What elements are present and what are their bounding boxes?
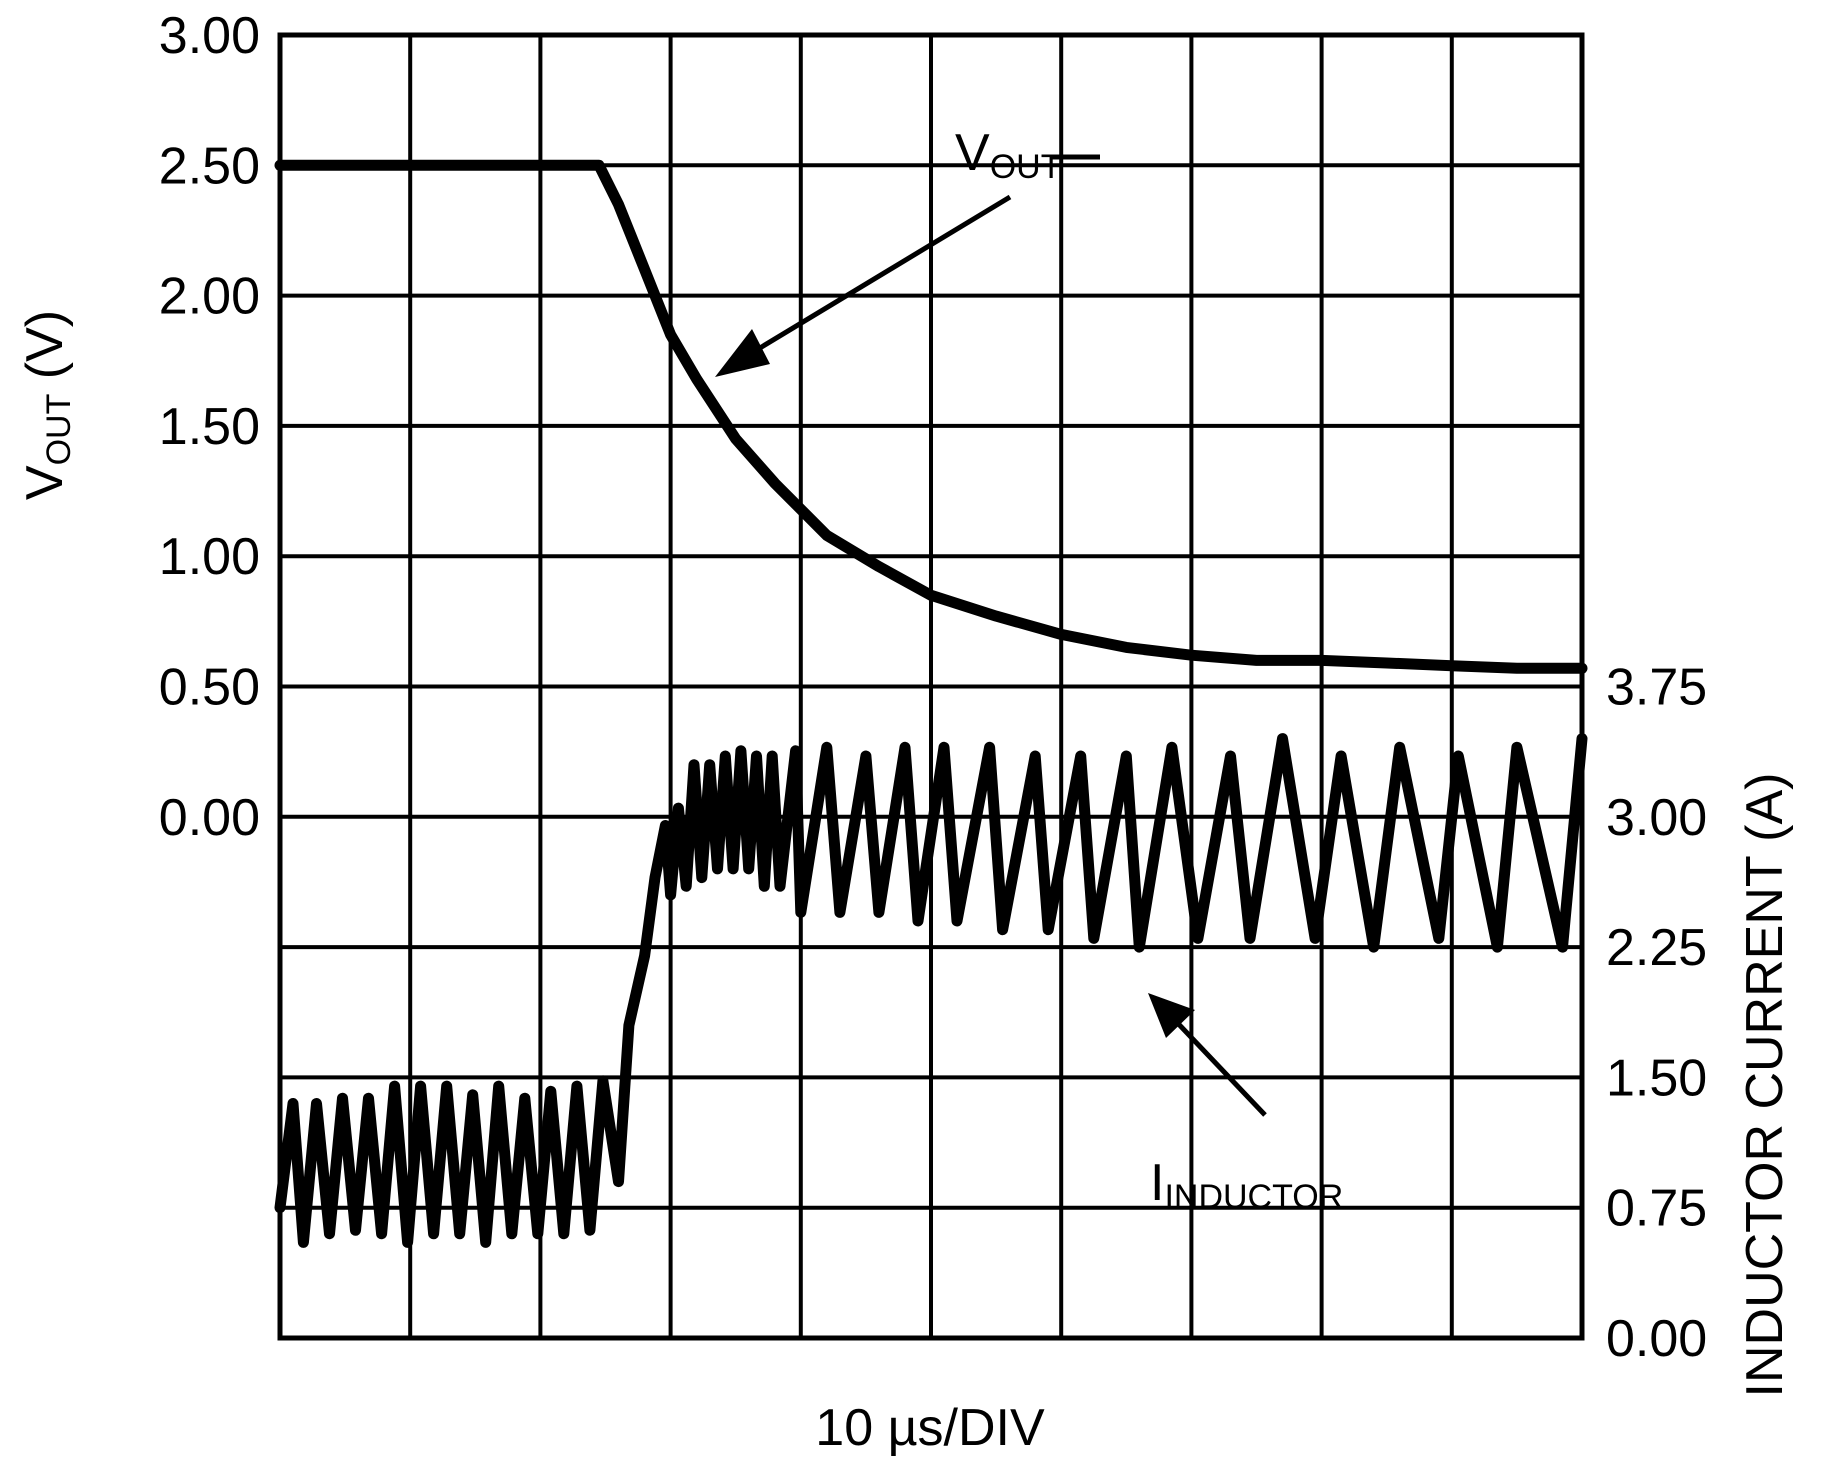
vout-annotation-main: V [955,124,990,182]
inductor-annotation-label: IINDUCTOR [1150,1154,1343,1216]
left-tick-label: 1.50 [159,398,260,456]
left-tick-label: 0.00 [159,789,260,847]
left-tick-label: 1.00 [159,528,260,586]
right-tick-label: 2.25 [1606,919,1707,977]
left-tick-label: 0.50 [159,659,260,717]
vout-annotation-sub: OUT [990,148,1062,186]
left-axis-title-sub: OUT [40,394,78,466]
left-axis-title-main: V [16,465,74,500]
left-axis-ticks: 3.00 2.50 2.00 1.50 1.00 0.50 0.00 [159,7,260,847]
vout-arrow-line [738,194,1012,363]
right-tick-label: 1.50 [1606,1049,1707,1107]
left-tick-label: 2.00 [159,268,260,326]
series-line-vout [274,159,1588,674]
annotation-vout: VOUT [715,124,1100,377]
right-axis-ticks: 3.75 3.00 2.25 1.50 0.75 0.00 [1606,659,1707,1369]
left-tick-label: 3.00 [159,7,260,65]
plot-frame [277,32,1585,1341]
vout-annotation-label: VOUT [955,124,1061,186]
traces [274,159,1588,1248]
inductor-annotation-sub: INDUCTOR [1164,1178,1343,1216]
series-line-iinductor [274,733,1588,1248]
right-axis-title: INDUCTOR CURRENT (A) [1736,773,1794,1398]
left-tick-label: 2.50 [159,137,260,195]
vout-arrow-head [715,329,770,377]
inductor-arrow-head [1148,993,1195,1038]
right-tick-label: 3.75 [1606,659,1707,717]
right-tick-label: 0.75 [1606,1180,1707,1238]
inductor-annotation-main: I [1150,1154,1164,1212]
left-axis-title-units: (V) [16,310,74,394]
inductor-arrow-line [1168,1013,1267,1117]
right-tick-label: 3.00 [1606,789,1707,847]
left-axis-title: VOUT (V) [16,310,78,500]
annotation-inductor: IINDUCTOR [1148,993,1343,1216]
right-tick-label: 0.00 [1606,1310,1707,1368]
x-axis-title: 10 µs/DIV [815,1399,1045,1457]
